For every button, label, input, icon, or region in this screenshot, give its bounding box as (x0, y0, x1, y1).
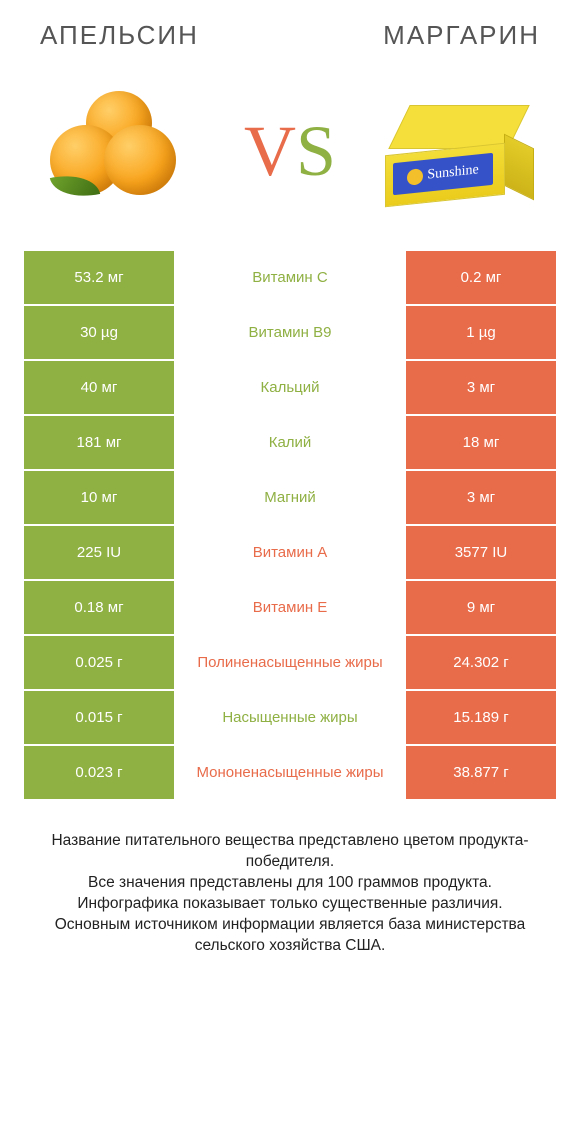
title-left: АПЕЛЬСИН (40, 20, 199, 51)
right-value: 3 мг (406, 361, 556, 414)
right-value: 3577 IU (406, 526, 556, 579)
right-value: 0.2 мг (406, 251, 556, 304)
margarine-icon: Sunshine (385, 101, 535, 201)
left-value: 53.2 мг (24, 251, 174, 304)
comparison-row: 0.015 гНасыщенные жиры15.189 г (24, 691, 556, 744)
comparison-row: 40 мгКальций3 мг (24, 361, 556, 414)
comparison-row: 30 µgВитамин B91 µg (24, 306, 556, 359)
left-value: 181 мг (24, 416, 174, 469)
footer-line: Название питательного вещества представл… (28, 831, 552, 873)
vs-label: VS (244, 110, 336, 193)
comparison-row: 10 мгМагний3 мг (24, 471, 556, 524)
comparison-row: 0.023 гМононенасыщенные жиры38.877 г (24, 746, 556, 799)
left-value: 0.023 г (24, 746, 174, 799)
nutrient-label: Витамин B9 (174, 306, 406, 359)
nutrient-label: Витамин E (174, 581, 406, 634)
comparison-row: 0.025 гПолиненасыщенные жиры24.302 г (24, 636, 556, 689)
right-value: 3 мг (406, 471, 556, 524)
nutrient-label: Мононенасыщенные жиры (174, 746, 406, 799)
nutrient-label: Магний (174, 471, 406, 524)
left-product-image (40, 86, 200, 216)
title-right: МАРГАРИН (383, 20, 540, 51)
comparison-table: 53.2 мгВитамин C0.2 мг30 µgВитамин B91 µ… (0, 251, 580, 799)
left-value: 30 µg (24, 306, 174, 359)
orange-icon (50, 91, 190, 211)
footer-line: Все значения представлены для 100 граммо… (28, 873, 552, 894)
nutrient-label: Насыщенные жиры (174, 691, 406, 744)
footer-line: Инфографика показывает только существенн… (28, 894, 552, 915)
right-value: 15.189 г (406, 691, 556, 744)
comparison-row: 225 IUВитамин A3577 IU (24, 526, 556, 579)
left-value: 40 мг (24, 361, 174, 414)
comparison-row: 181 мгКалий18 мг (24, 416, 556, 469)
vs-v: V (244, 111, 296, 191)
nutrient-label: Калий (174, 416, 406, 469)
nutrient-label: Витамин C (174, 251, 406, 304)
nutrient-label: Кальций (174, 361, 406, 414)
right-value: 18 мг (406, 416, 556, 469)
footer-notes: Название питательного вещества представл… (0, 801, 580, 957)
left-value: 0.025 г (24, 636, 174, 689)
left-value: 225 IU (24, 526, 174, 579)
margarine-brand: Sunshine (427, 162, 478, 183)
comparison-row: 53.2 мгВитамин C0.2 мг (24, 251, 556, 304)
left-value: 10 мг (24, 471, 174, 524)
comparison-row: 0.18 мгВитамин E9 мг (24, 581, 556, 634)
left-value: 0.015 г (24, 691, 174, 744)
right-value: 1 µg (406, 306, 556, 359)
footer-line: Основным источником информации является … (28, 915, 552, 957)
right-value: 9 мг (406, 581, 556, 634)
nutrient-label: Полиненасыщенные жиры (174, 636, 406, 689)
vs-s: S (296, 111, 336, 191)
right-product-image: Sunshine (380, 86, 540, 216)
right-value: 24.302 г (406, 636, 556, 689)
left-value: 0.18 мг (24, 581, 174, 634)
nutrient-label: Витамин A (174, 526, 406, 579)
right-value: 38.877 г (406, 746, 556, 799)
